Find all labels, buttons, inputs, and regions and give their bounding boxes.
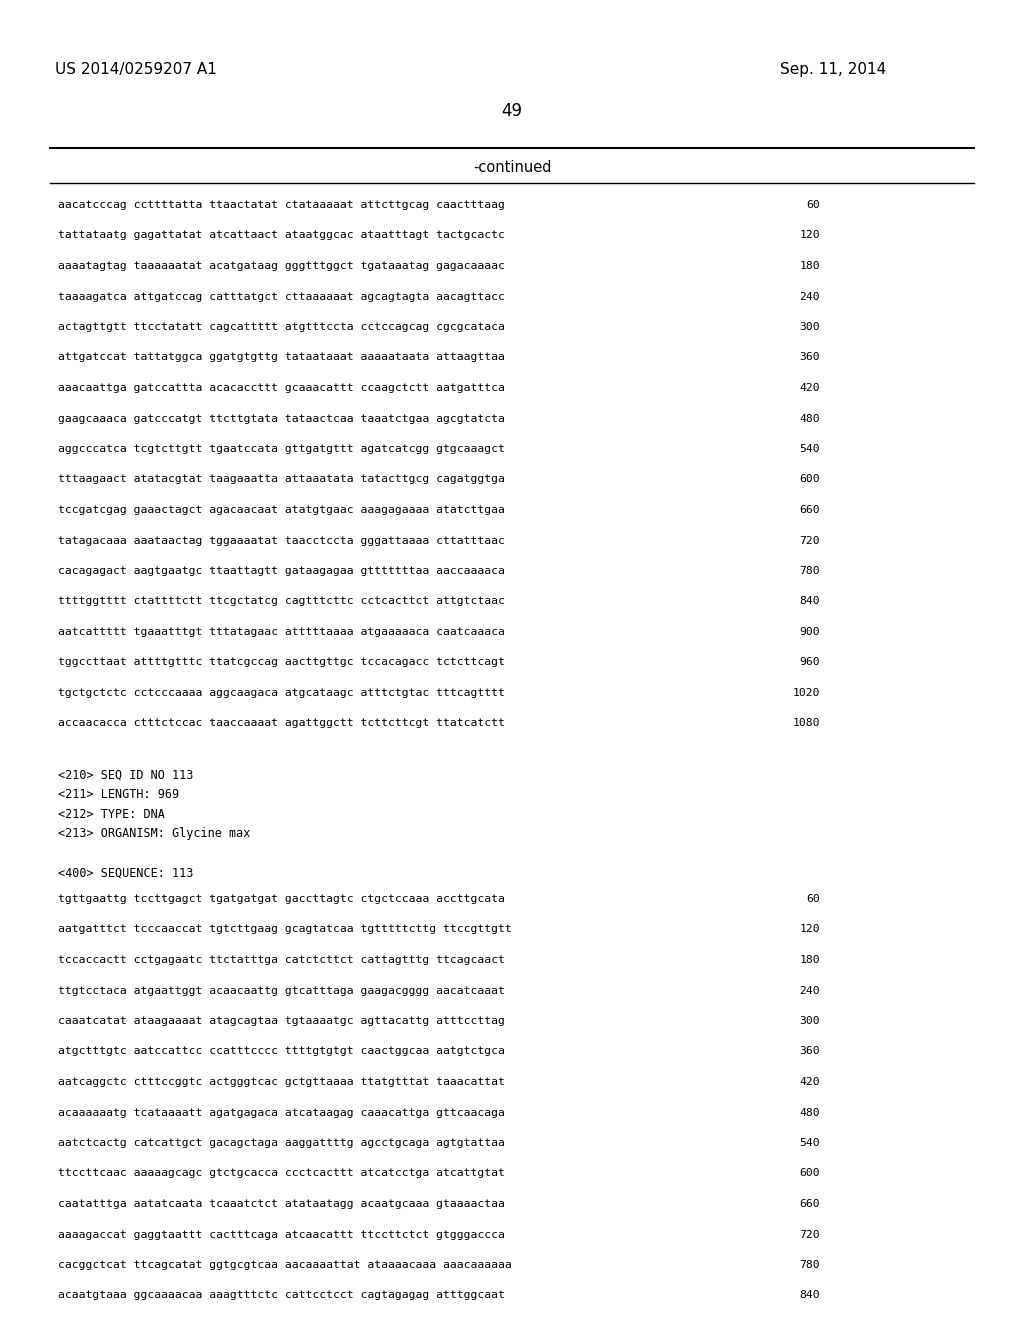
Text: <211> LENGTH: 969: <211> LENGTH: 969 (58, 788, 179, 801)
Text: <212> TYPE: DNA: <212> TYPE: DNA (58, 808, 165, 821)
Text: ttccttcaac aaaaagcagc gtctgcacca ccctcacttt atcatcctga atcattgtat: ttccttcaac aaaaagcagc gtctgcacca ccctcac… (58, 1168, 505, 1179)
Text: ttttggtttt ctattttctt ttcgctatcg cagtttcttc cctcacttct attgtctaac: ttttggtttt ctattttctt ttcgctatcg cagtttc… (58, 597, 505, 606)
Text: 49: 49 (502, 102, 522, 120)
Text: tgctgctctc cctcccaaaa aggcaagaca atgcataagc atttctgtac tttcagtttt: tgctgctctc cctcccaaaa aggcaagaca atgcata… (58, 688, 505, 698)
Text: <213> ORGANISM: Glycine max: <213> ORGANISM: Glycine max (58, 828, 251, 841)
Text: tttaagaact atatacgtat taagaaatta attaaatata tatacttgcg cagatggtga: tttaagaact atatacgtat taagaaatta attaaat… (58, 474, 505, 484)
Text: aacatcccag ccttttatta ttaactatat ctataaaaat attcttgcag caactttaag: aacatcccag ccttttatta ttaactatat ctataaa… (58, 201, 505, 210)
Text: 240: 240 (800, 986, 820, 995)
Text: aatgatttct tcccaaccat tgtcttgaag gcagtatcaa tgtttttcttg ttccgttgtt: aatgatttct tcccaaccat tgtcttgaag gcagtat… (58, 924, 512, 935)
Text: 600: 600 (800, 1168, 820, 1179)
Text: caatatttga aatatcaata tcaaatctct atataatagg acaatgcaaa gtaaaactaa: caatatttga aatatcaata tcaaatctct atataat… (58, 1199, 505, 1209)
Text: 600: 600 (800, 474, 820, 484)
Text: aggcccatca tcgtcttgtt tgaatccata gttgatgttt agatcatcgg gtgcaaagct: aggcccatca tcgtcttgtt tgaatccata gttgatg… (58, 444, 505, 454)
Text: 720: 720 (800, 1229, 820, 1239)
Text: actagttgtt ttcctatatt cagcattttt atgtttccta cctccagcag cgcgcataca: actagttgtt ttcctatatt cagcattttt atgtttc… (58, 322, 505, 333)
Text: taaaagatca attgatccag catttatgct cttaaaaaat agcagtagta aacagttacc: taaaagatca attgatccag catttatgct cttaaaa… (58, 292, 505, 301)
Text: 300: 300 (800, 322, 820, 333)
Text: aaacaattga gatccattta acacaccttt gcaaacattt ccaagctctt aatgatttca: aaacaattga gatccattta acacaccttt gcaaaca… (58, 383, 505, 393)
Text: cacagagact aagtgaatgc ttaattagtt gataagagaa gtttttttaa aaccaaaaca: cacagagact aagtgaatgc ttaattagtt gataaga… (58, 566, 505, 576)
Text: acaaaaaatg tcataaaatt agatgagaca atcataagag caaacattga gttcaacaga: acaaaaaatg tcataaaatt agatgagaca atcataa… (58, 1107, 505, 1118)
Text: aaaagaccat gaggtaattt cactttcaga atcaacattt ttccttctct gtgggaccca: aaaagaccat gaggtaattt cactttcaga atcaaca… (58, 1229, 505, 1239)
Text: 420: 420 (800, 1077, 820, 1086)
Text: 420: 420 (800, 383, 820, 393)
Text: 780: 780 (800, 566, 820, 576)
Text: 720: 720 (800, 536, 820, 545)
Text: -continued: -continued (473, 160, 551, 176)
Text: 60: 60 (806, 894, 820, 904)
Text: tggccttaat attttgtttc ttatcgccag aacttgttgc tccacagacc tctcttcagt: tggccttaat attttgtttc ttatcgccag aacttgt… (58, 657, 505, 668)
Text: 60: 60 (806, 201, 820, 210)
Text: tatagacaaa aaataactag tggaaaatat taacctccta gggattaaaa cttatttaac: tatagacaaa aaataactag tggaaaatat taacctc… (58, 536, 505, 545)
Text: 480: 480 (800, 1107, 820, 1118)
Text: 900: 900 (800, 627, 820, 638)
Text: tccgatcgag gaaactagct agacaacaat atatgtgaac aaagagaaaa atatcttgaa: tccgatcgag gaaactagct agacaacaat atatgtg… (58, 506, 505, 515)
Text: accaacacca ctttctccac taaccaaaat agattggctt tcttcttcgt ttatcatctt: accaacacca ctttctccac taaccaaaat agattgg… (58, 718, 505, 729)
Text: <400> SEQUENCE: 113: <400> SEQUENCE: 113 (58, 866, 194, 879)
Text: 780: 780 (800, 1261, 820, 1270)
Text: tattataatg gagattatat atcattaact ataatggcac ataatttagt tactgcactc: tattataatg gagattatat atcattaact ataatgg… (58, 231, 505, 240)
Text: 1080: 1080 (793, 718, 820, 729)
Text: 240: 240 (800, 292, 820, 301)
Text: 660: 660 (800, 1199, 820, 1209)
Text: aatcattttt tgaaatttgt tttatagaac atttttaaaa atgaaaaaca caatcaaaca: aatcattttt tgaaatttgt tttatagaac attttta… (58, 627, 505, 638)
Text: ttgtcctaca atgaattggt acaacaattg gtcatttaga gaagacgggg aacatcaaat: ttgtcctaca atgaattggt acaacaattg gtcattt… (58, 986, 505, 995)
Text: 360: 360 (800, 352, 820, 363)
Text: Sep. 11, 2014: Sep. 11, 2014 (780, 62, 886, 77)
Text: 360: 360 (800, 1047, 820, 1056)
Text: 180: 180 (800, 954, 820, 965)
Text: 480: 480 (800, 413, 820, 424)
Text: 660: 660 (800, 506, 820, 515)
Text: 180: 180 (800, 261, 820, 271)
Text: 1020: 1020 (793, 688, 820, 698)
Text: 120: 120 (800, 231, 820, 240)
Text: 960: 960 (800, 657, 820, 668)
Text: 120: 120 (800, 924, 820, 935)
Text: aaaatagtag taaaaaatat acatgataag gggtttggct tgataaatag gagacaaaac: aaaatagtag taaaaaatat acatgataag gggtttg… (58, 261, 505, 271)
Text: caaatcatat ataagaaaat atagcagtaa tgtaaaatgc agttacattg atttccttag: caaatcatat ataagaaaat atagcagtaa tgtaaaa… (58, 1016, 505, 1026)
Text: gaagcaaaca gatcccatgt ttcttgtata tataactcaa taaatctgaa agcgtatcta: gaagcaaaca gatcccatgt ttcttgtata tataact… (58, 413, 505, 424)
Text: tgttgaattg tccttgagct tgatgatgat gaccttagtc ctgctccaaa accttgcata: tgttgaattg tccttgagct tgatgatgat gacctta… (58, 894, 505, 904)
Text: 840: 840 (800, 597, 820, 606)
Text: <210> SEQ ID NO 113: <210> SEQ ID NO 113 (58, 770, 194, 781)
Text: acaatgtaaa ggcaaaacaa aaagtttctc cattcctcct cagtagagag atttggcaat: acaatgtaaa ggcaaaacaa aaagtttctc cattcct… (58, 1291, 505, 1300)
Text: cacggctcat ttcagcatat ggtgcgtcaa aacaaaattat ataaaacaaa aaacaaaaaa: cacggctcat ttcagcatat ggtgcgtcaa aacaaaa… (58, 1261, 512, 1270)
Text: US 2014/0259207 A1: US 2014/0259207 A1 (55, 62, 217, 77)
Text: aatcaggctc ctttccggtc actgggtcac gctgttaaaa ttatgtttat taaacattat: aatcaggctc ctttccggtc actgggtcac gctgtta… (58, 1077, 505, 1086)
Text: 300: 300 (800, 1016, 820, 1026)
Text: 540: 540 (800, 444, 820, 454)
Text: atgctttgtc aatccattcc ccatttcccc ttttgtgtgt caactggcaa aatgtctgca: atgctttgtc aatccattcc ccatttcccc ttttgtg… (58, 1047, 505, 1056)
Text: 840: 840 (800, 1291, 820, 1300)
Text: aatctcactg catcattgct gacagctaga aaggattttg agcctgcaga agtgtattaa: aatctcactg catcattgct gacagctaga aaggatt… (58, 1138, 505, 1148)
Text: 540: 540 (800, 1138, 820, 1148)
Text: attgatccat tattatggca ggatgtgttg tataataaat aaaaataata attaagttaa: attgatccat tattatggca ggatgtgttg tataata… (58, 352, 505, 363)
Text: tccaccactt cctgagaatc ttctatttga catctcttct cattagtttg ttcagcaact: tccaccactt cctgagaatc ttctatttga catctct… (58, 954, 505, 965)
